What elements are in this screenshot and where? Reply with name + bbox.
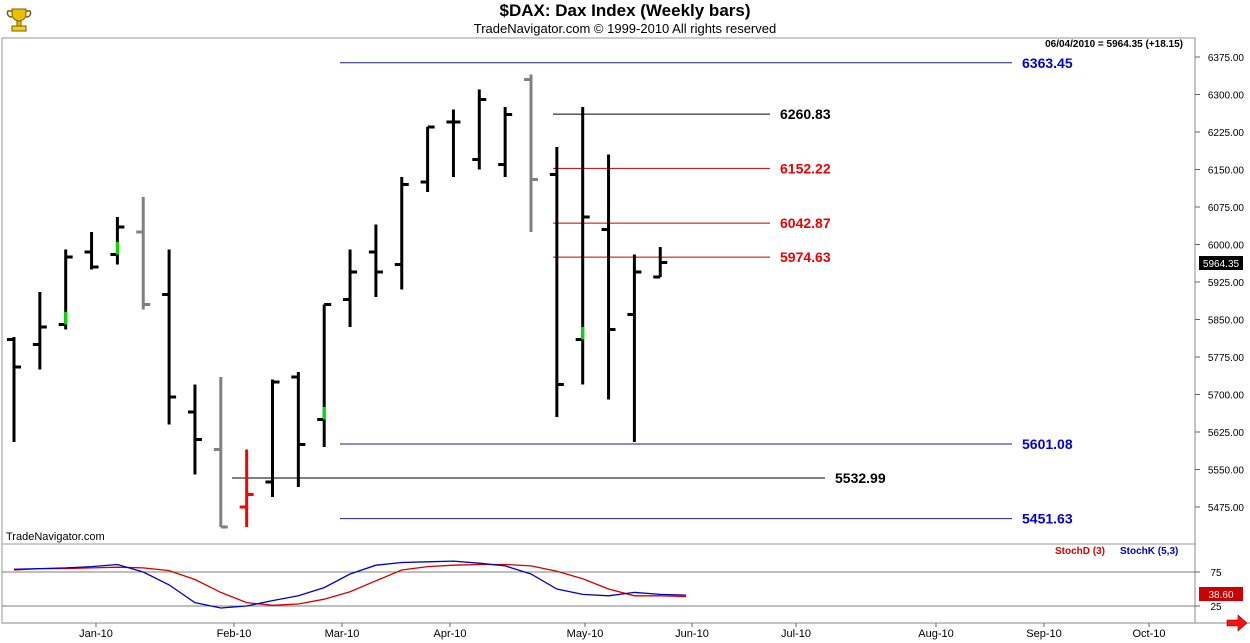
x-tick-label: Jul-10 [781, 628, 811, 640]
level-label: 5532.99 [835, 470, 886, 486]
watermark: TradeNavigator.com [6, 531, 105, 543]
x-tick-label: Jun-10 [675, 628, 709, 640]
chart-subtitle: TradeNavigator.com © 1999-2010 All right… [473, 21, 777, 36]
x-tick-label: Apr-10 [433, 628, 466, 640]
x-tick-label: Jan-10 [79, 628, 113, 640]
legend-stochk: StochK (5,3) [1120, 546, 1178, 557]
scroll-right-arrow-icon[interactable] [1226, 614, 1248, 632]
x-tick-label: May-10 [567, 628, 604, 640]
y-tick-label: 6225.00 [1208, 128, 1245, 139]
y-tick-label: 6150.00 [1208, 166, 1245, 177]
level-label: 6363.45 [1022, 55, 1073, 71]
level-label: 6260.83 [780, 106, 831, 122]
level-label: 6042.87 [780, 215, 831, 231]
x-tick-label: Oct-10 [1132, 628, 1165, 640]
stoch-tick-label: 75 [1210, 568, 1222, 579]
level-label: 5601.08 [1022, 436, 1073, 452]
stoch-last-label: 38.60 [1208, 590, 1233, 601]
stoch-tick-label: 25 [1210, 602, 1222, 613]
stoch-last-box [1199, 587, 1243, 601]
y-tick-label: 5475.00 [1208, 503, 1245, 514]
stoch-line [13, 560, 687, 609]
y-tick-label: 6300.00 [1208, 91, 1245, 102]
last-price-box [1199, 256, 1243, 270]
level-label: 6152.22 [780, 160, 831, 176]
x-tick-label: Sep-10 [1026, 628, 1061, 640]
price-plot-frame [1, 37, 1196, 545]
y-tick-label: 6000.00 [1208, 241, 1245, 252]
level-label: 5451.63 [1022, 511, 1073, 527]
trophy-logo-icon [6, 8, 32, 32]
y-tick-label: 5700.00 [1208, 391, 1245, 402]
y-tick-label: 5550.00 [1208, 466, 1245, 477]
y-tick-label: 5775.00 [1208, 353, 1245, 364]
y-tick-label: 6075.00 [1208, 203, 1245, 214]
x-tick-label: Aug-10 [918, 628, 953, 640]
x-tick-label: Mar-10 [325, 628, 360, 640]
price-readout: 06/04/2010 = 5964.35 (+18.15) [1045, 39, 1183, 50]
y-tick-label: 6375.00 [1208, 53, 1245, 64]
level-label: 5974.63 [780, 249, 831, 265]
legend-stochd: StochD (3) [1055, 546, 1105, 557]
y-tick-label: 5850.00 [1208, 316, 1245, 327]
last-price-label: 5964.35 [1203, 259, 1240, 270]
x-tick-label: Feb-10 [217, 628, 252, 640]
chart-title: $DAX: Dax Index (Weekly bars) [499, 1, 751, 20]
indicator-plot-frame [1, 543, 1196, 624]
y-tick-label: 5925.00 [1208, 278, 1245, 289]
y-tick-label: 5625.00 [1208, 428, 1245, 439]
